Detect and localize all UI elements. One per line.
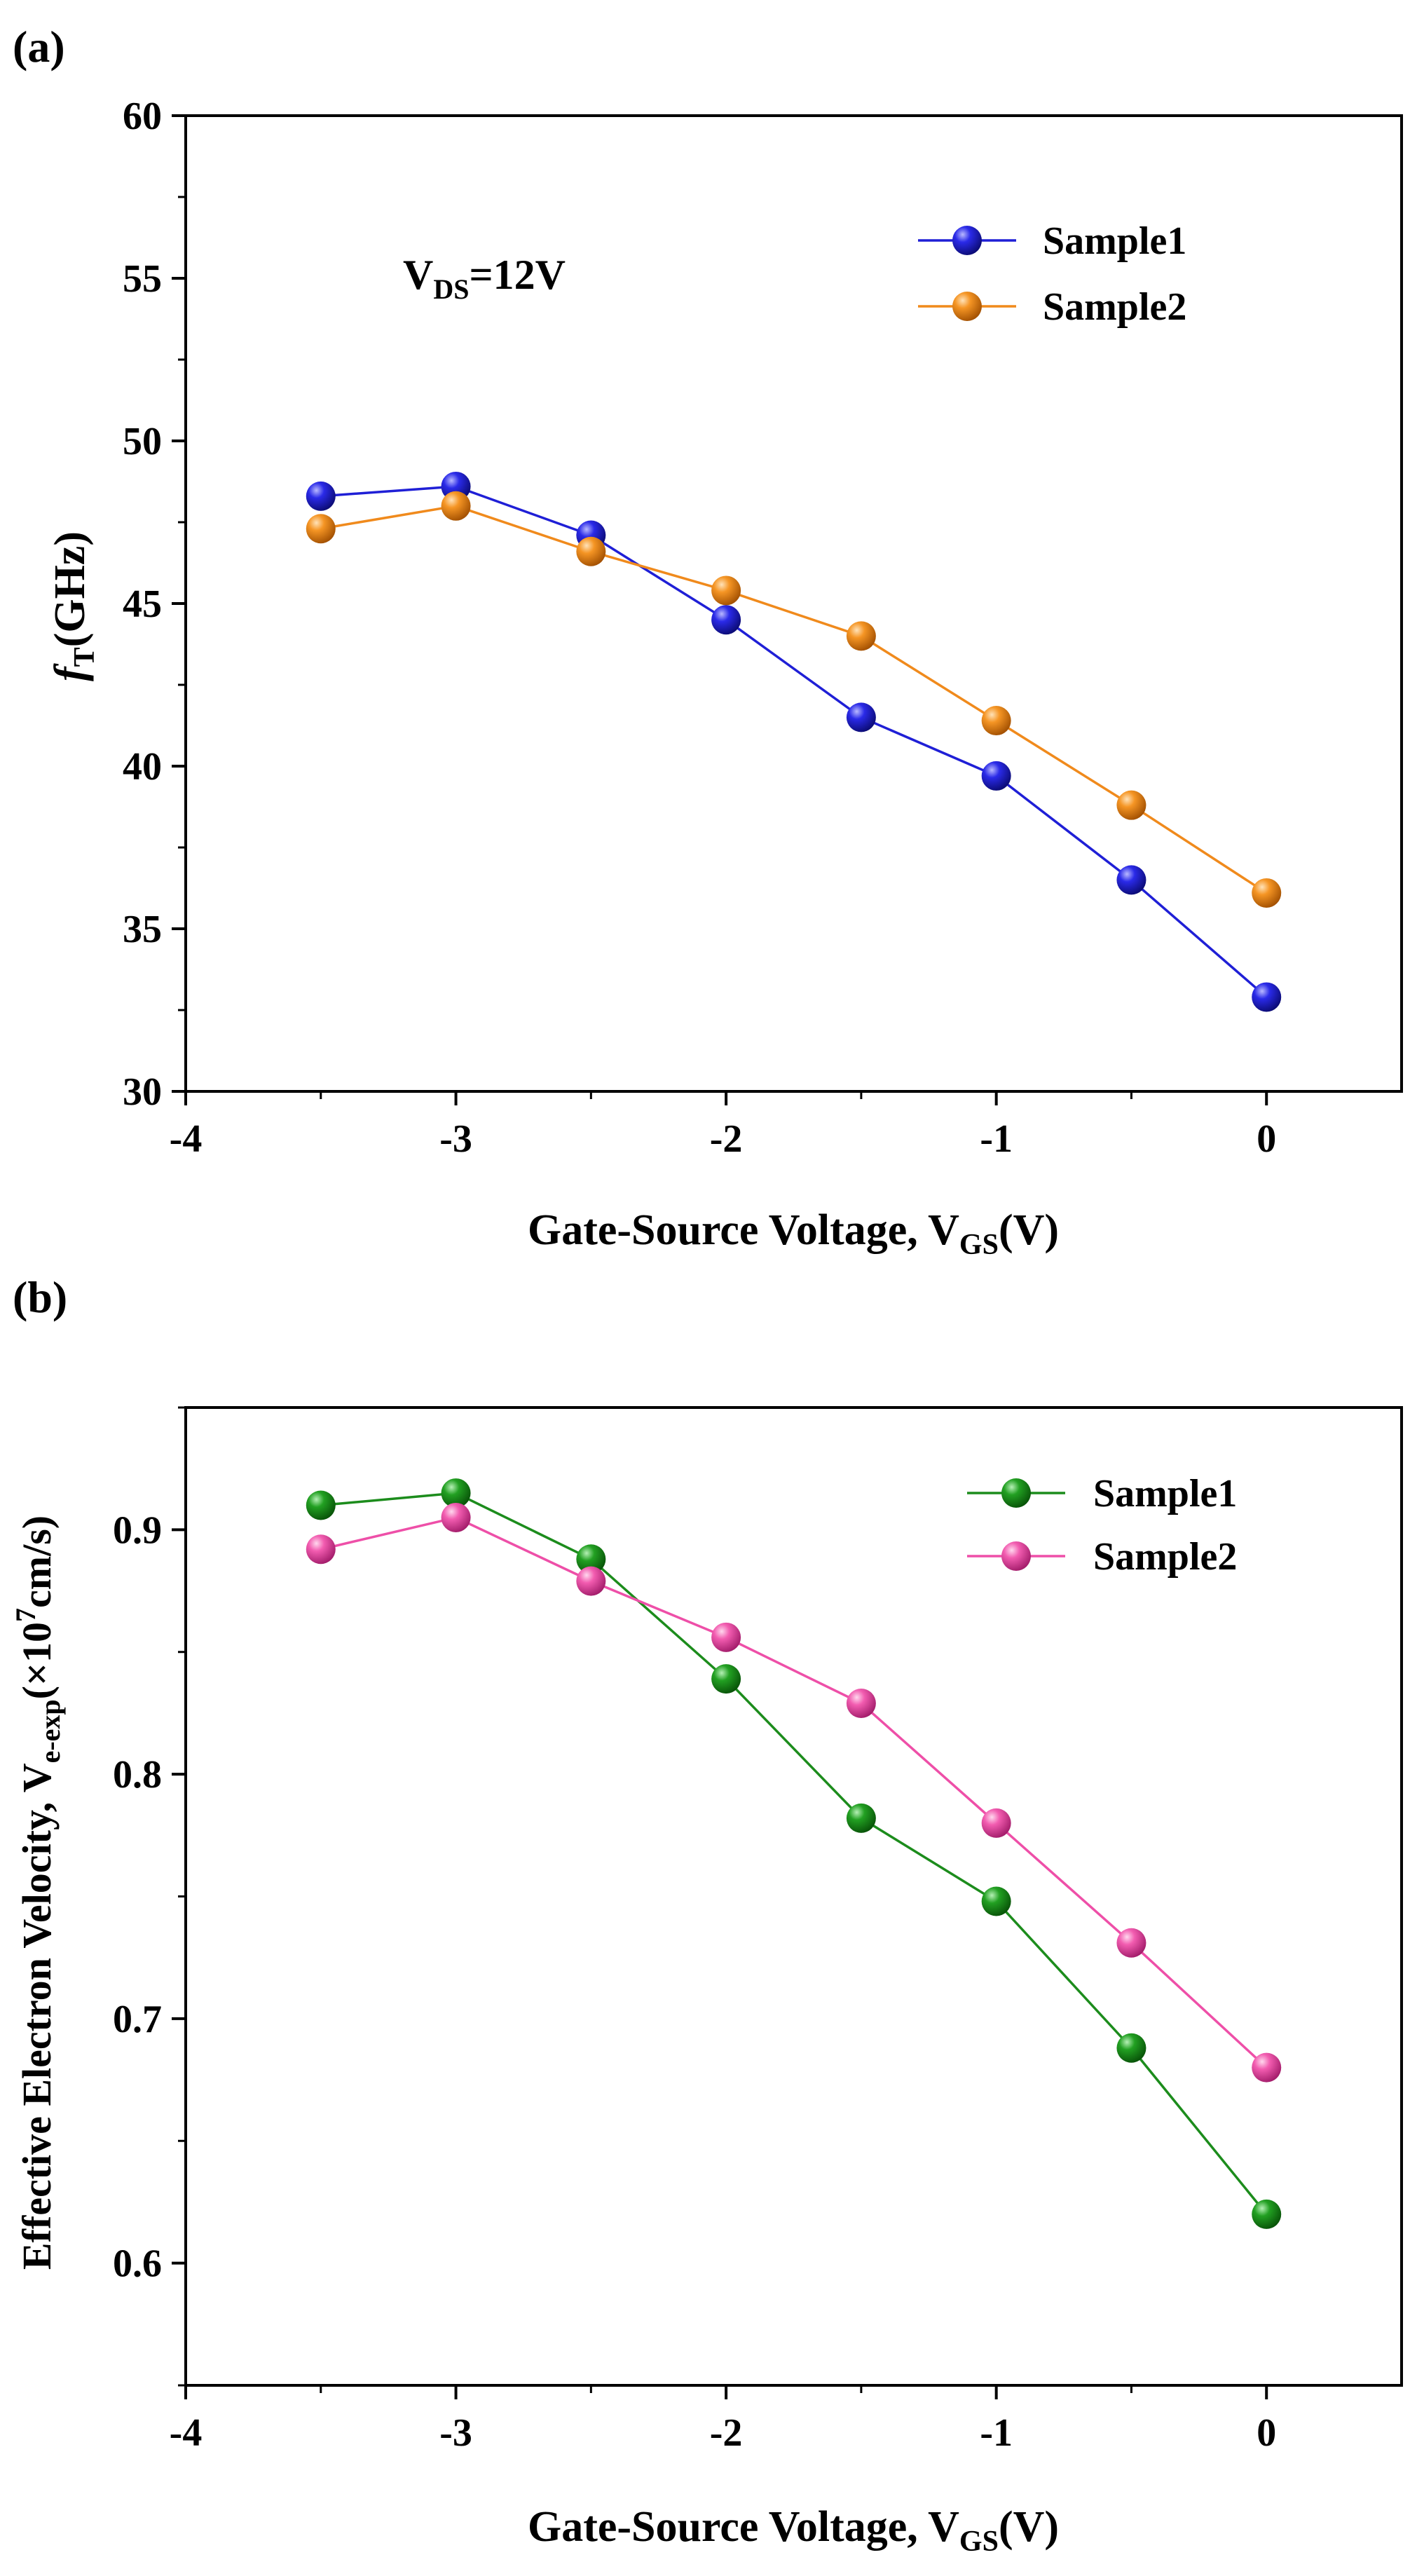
data-point-sample2-b [306, 1534, 336, 1565]
data-point-sample1-b [576, 1544, 606, 1574]
y-tick-label-b: 0.6 [113, 2242, 162, 2286]
data-point-sample1-b [846, 1803, 876, 1833]
series-line-sample2-a [320, 505, 1268, 894]
data-point-sample1-a [846, 702, 876, 732]
y-tick-label-a: 35 [123, 908, 162, 951]
data-point-sample2-b [441, 1502, 471, 1532]
legend-marker-sample2-a [952, 292, 982, 321]
y-tick-label-a: 30 [123, 1070, 162, 1114]
y-tick-label-a: 40 [123, 745, 162, 789]
data-point-sample2-a [981, 706, 1011, 736]
y-axis-label-a: fT(GHz) [46, 531, 101, 681]
legend-label-sample2-a: Sample2 [1043, 285, 1186, 329]
x-tick-label-b: -2 [710, 2411, 743, 2455]
y-tick-label-a: 45 [123, 582, 162, 626]
data-point-sample2-a [1116, 790, 1146, 820]
x-tick-label-b: -3 [439, 2411, 472, 2455]
data-point-sample2-a [576, 536, 606, 566]
annotation-vds: VDS=12V [403, 252, 566, 305]
data-point-sample1-b [1116, 2033, 1146, 2063]
x-axis-label-a: Gate-Source Voltage, VGS(V) [528, 1206, 1059, 1261]
data-point-sample1-a [306, 481, 336, 511]
data-point-sample2-b [1116, 1928, 1146, 1958]
series-lines-a [320, 485, 1268, 998]
ticks-b: -4 -3 -2 -1 0 0.6 0.7 0.8 0.9 [113, 1406, 1276, 2455]
y-tick-label-a: 50 [123, 420, 162, 463]
plot-frame-a [184, 114, 1403, 1093]
data-point-sample2-b [981, 1808, 1011, 1838]
data-point-sample2-a [306, 514, 336, 544]
data-point-sample2-b [846, 1688, 876, 1718]
legend-label-sample1-b: Sample1 [1093, 1472, 1237, 1515]
data-point-sample2-a [441, 491, 471, 521]
legend-marker-sample2-b [1001, 1541, 1031, 1571]
y-tick-label-b: 0.7 [113, 1998, 162, 2041]
panel-label-a: (a) [13, 22, 65, 71]
legend-marker-sample1-b [1001, 1478, 1031, 1508]
data-point-sample1-a [981, 761, 1011, 791]
data-point-sample1-b [306, 1490, 336, 1520]
data-point-sample2-a [711, 575, 741, 606]
data-point-sample2-a [846, 621, 876, 651]
data-point-sample2-b [576, 1566, 606, 1596]
data-point-sample1-a [711, 605, 741, 635]
y-tick-label-b: 0.8 [113, 1753, 162, 1797]
legend-a: Sample1 Sample2 [918, 219, 1186, 329]
y-tick-label-b: 0.9 [113, 1508, 162, 1552]
x-tick-label-b: -4 [170, 2411, 203, 2455]
x-tick-label-b: 0 [1257, 2411, 1276, 2455]
legend-label-sample1-a: Sample1 [1043, 219, 1186, 263]
data-point-sample1-b [1252, 2199, 1282, 2229]
x-tick-label-a: -1 [980, 1117, 1013, 1161]
x-tick-label-b: -1 [980, 2411, 1013, 2455]
x-tick-label-a: 0 [1257, 1117, 1276, 1161]
x-tick-label-a: -3 [439, 1117, 472, 1161]
series-lines-b [320, 1492, 1268, 2215]
data-point-sample1-b [711, 1664, 741, 1694]
series-line-sample2-b [320, 1516, 1268, 2069]
legend-b: Sample1 Sample2 [967, 1472, 1237, 1579]
markers-a [306, 471, 1282, 1012]
x-tick-label-a: -4 [170, 1117, 203, 1161]
data-point-sample2-b [1252, 2052, 1282, 2083]
legend-label-sample2-b: Sample2 [1093, 1535, 1237, 1579]
y-tick-label-a: 55 [123, 257, 162, 301]
series-line-sample1-b [320, 1492, 1268, 2215]
markers-b [306, 1478, 1282, 2229]
data-point-sample1-b [441, 1478, 471, 1508]
legend-marker-sample1-a [952, 226, 982, 255]
x-axis-label-b: Gate-Source Voltage, VGS(V) [528, 2503, 1059, 2558]
panel-label-b: (b) [13, 1272, 67, 1322]
ticks-a: -4 -3 -2 -1 0 30 35 40 45 50 55 60 [123, 95, 1276, 1161]
data-point-sample1-a [1252, 982, 1282, 1012]
series-line-sample1-a [320, 485, 1268, 998]
data-point-sample1-b [981, 1886, 1011, 1916]
y-axis-label-b: Effective Electron Velocity, Ve-exp(×107… [10, 1515, 66, 2270]
chart-b: (b) -4 -3 -2 -1 0 0.6 0.7 0.8 0.9 Sample1 Sample… [10, 1272, 1403, 2558]
chart-a: (a) -4 -3 -2 -1 0 30 35 40 45 50 55 60 VDS=12V Samp… [13, 22, 1403, 1261]
data-point-sample1-a [1116, 865, 1146, 895]
data-point-sample2-a [1252, 878, 1282, 908]
data-point-sample2-b [711, 1622, 741, 1652]
y-tick-label-a: 60 [123, 95, 162, 138]
x-tick-label-a: -2 [710, 1117, 743, 1161]
